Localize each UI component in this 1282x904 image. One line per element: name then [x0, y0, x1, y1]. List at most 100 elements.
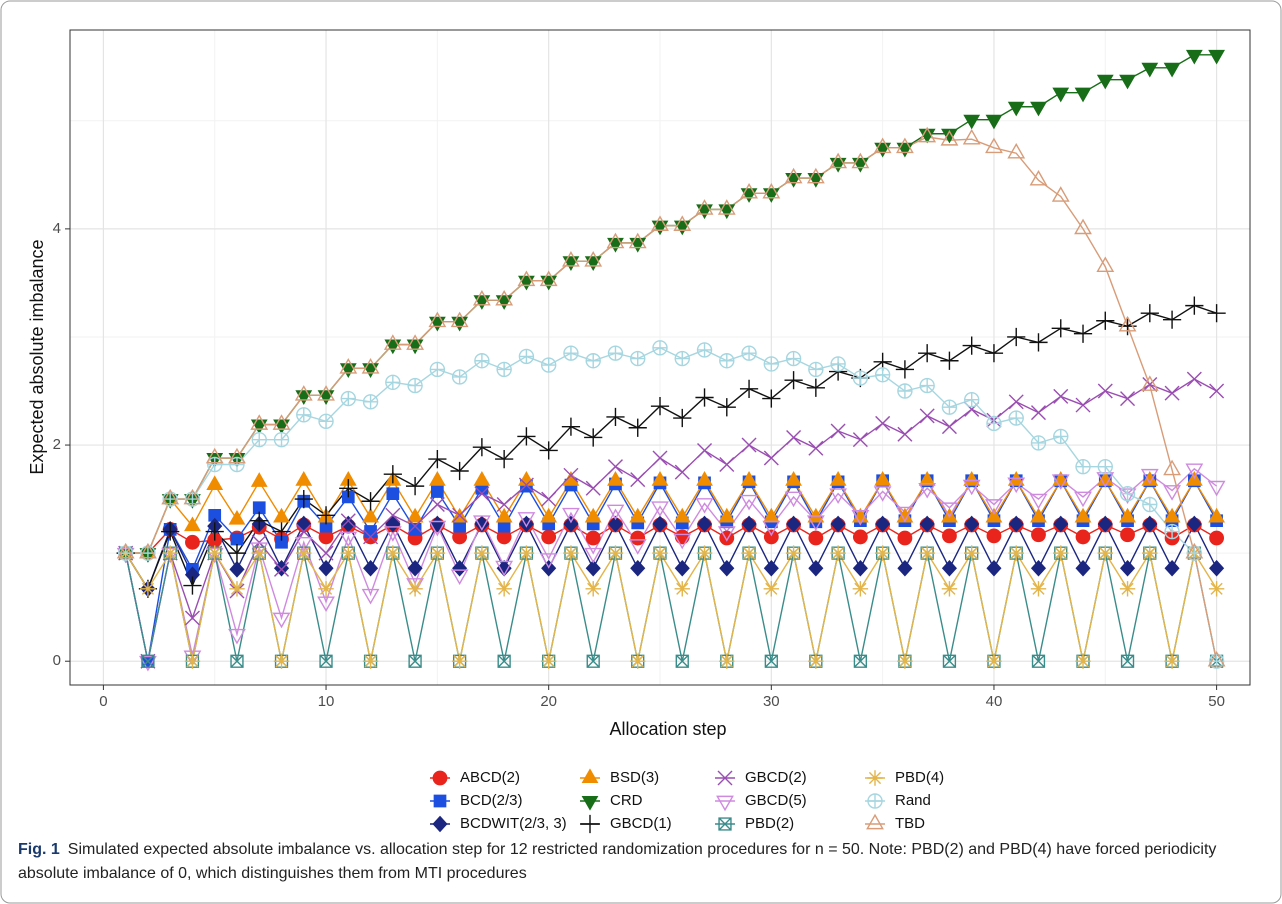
- point: [540, 507, 558, 523]
- point: [986, 415, 1002, 432]
- legend-marker: [580, 814, 600, 834]
- point: [1163, 459, 1181, 476]
- point: [339, 358, 358, 374]
- point: [1075, 529, 1091, 545]
- point: [496, 581, 512, 597]
- point: [919, 377, 935, 394]
- axes: 0 10 20 30 40 50 0 2 4: [53, 220, 1225, 710]
- point: [673, 507, 691, 523]
- point: [962, 128, 981, 145]
- point: [607, 545, 624, 561]
- point: [184, 653, 201, 669]
- point: [919, 408, 935, 424]
- y-tick-label: 4: [53, 220, 61, 237]
- point: [407, 581, 423, 597]
- point: [918, 126, 937, 143]
- point: [675, 654, 689, 668]
- point: [1163, 507, 1181, 523]
- point: [428, 471, 446, 486]
- point: [227, 544, 247, 563]
- point: [607, 471, 624, 486]
- point: [230, 654, 244, 668]
- series-line: [124, 552, 1218, 662]
- point: [719, 457, 735, 472]
- point: [295, 471, 313, 486]
- point: [651, 471, 669, 486]
- point: [141, 654, 155, 668]
- point: [563, 345, 579, 361]
- point: [383, 334, 402, 350]
- point: [1163, 62, 1181, 78]
- point: [296, 545, 312, 561]
- point: [808, 530, 824, 546]
- point: [897, 653, 913, 669]
- point: [829, 471, 847, 486]
- point: [1096, 311, 1115, 330]
- point: [518, 545, 535, 561]
- point: [205, 522, 224, 541]
- point: [517, 270, 536, 287]
- point: [541, 491, 557, 507]
- point: [1075, 653, 1091, 669]
- point: [208, 508, 222, 522]
- point: [363, 529, 379, 545]
- point: [1119, 74, 1136, 90]
- point: [1075, 559, 1091, 577]
- point: [808, 653, 824, 669]
- point: [607, 459, 623, 475]
- point: [1030, 559, 1047, 577]
- point: [450, 461, 469, 481]
- point: [584, 507, 602, 523]
- point: [1073, 324, 1093, 343]
- point: [1052, 87, 1070, 103]
- point: [764, 654, 778, 668]
- point: [717, 398, 736, 417]
- point: [630, 559, 646, 577]
- legend-marker: [581, 795, 599, 811]
- point: [318, 413, 334, 429]
- point: [1030, 405, 1046, 421]
- y-tick-label: 0: [53, 652, 61, 669]
- point: [942, 654, 957, 668]
- point: [1030, 581, 1047, 597]
- point: [1053, 428, 1069, 445]
- point: [1120, 654, 1135, 668]
- point: [807, 507, 825, 523]
- series-line: [125, 479, 1218, 554]
- point: [1029, 169, 1048, 186]
- point: [830, 356, 846, 372]
- caption: Fig. 1 Simulated expected absolute imbala…: [18, 838, 1268, 886]
- point: [1097, 515, 1113, 533]
- point: [851, 509, 870, 526]
- point: [628, 418, 647, 437]
- point: [207, 545, 223, 561]
- point: [784, 371, 803, 390]
- point: [963, 391, 980, 408]
- point: [918, 471, 936, 486]
- point: [895, 360, 915, 379]
- point: [518, 477, 534, 493]
- point: [808, 440, 824, 456]
- point: [362, 394, 379, 410]
- point: [517, 427, 536, 446]
- point: [563, 545, 579, 561]
- point: [1074, 491, 1092, 508]
- point: [316, 506, 336, 525]
- point: [1008, 545, 1024, 561]
- point: [1208, 507, 1225, 523]
- point: [362, 653, 379, 669]
- point: [385, 374, 401, 391]
- point: [474, 486, 490, 502]
- point: [1007, 477, 1026, 494]
- point: [1008, 394, 1024, 410]
- point: [674, 350, 690, 367]
- point: [963, 471, 981, 486]
- point: [340, 390, 357, 407]
- point: [1053, 545, 1069, 561]
- point: [1164, 559, 1180, 577]
- point: [874, 471, 892, 486]
- y-tick-label: 2: [53, 436, 61, 453]
- point: [895, 137, 914, 154]
- point: [1164, 523, 1180, 540]
